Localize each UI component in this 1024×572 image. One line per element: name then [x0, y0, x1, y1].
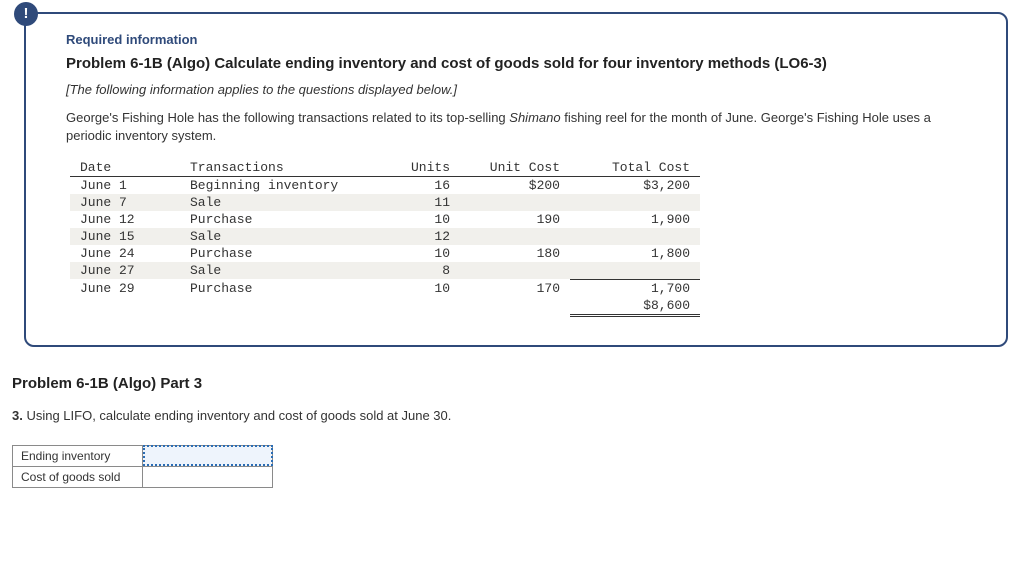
- cell-total-cost: $3,200: [570, 177, 700, 195]
- table-total-row: $8,600: [70, 297, 700, 316]
- cell-total-cost: 1,900: [570, 211, 700, 228]
- cell-txn: Purchase: [180, 279, 380, 297]
- hdr-total-cost: Total Cost: [570, 159, 700, 177]
- required-label: Required information: [66, 32, 976, 47]
- cell-units: 10: [380, 245, 460, 262]
- cell-date: June 1: [70, 177, 180, 195]
- answer-label: Ending inventory: [13, 445, 143, 466]
- cell-units: 10: [380, 211, 460, 228]
- cell-unit-cost: 180: [460, 245, 570, 262]
- answer-input[interactable]: [143, 445, 273, 466]
- hdr-unit-cost: Unit Cost: [460, 159, 570, 177]
- brand-name: Shimano: [509, 110, 560, 125]
- cell-total-cost: [570, 228, 700, 245]
- answer-row: Ending inventory: [13, 445, 273, 466]
- cell-units: 11: [380, 194, 460, 211]
- cell-date: June 24: [70, 245, 180, 262]
- table-header-row: Date Transactions Units Unit Cost Total …: [70, 159, 700, 177]
- cell-total-cost: 1,800: [570, 245, 700, 262]
- table-row: June 1Beginning inventory16$200$3,200: [70, 177, 700, 195]
- cell-unit-cost: [460, 262, 570, 279]
- cell-total-cost: [570, 194, 700, 211]
- table-row: June 15Sale12: [70, 228, 700, 245]
- question-body: Using LIFO, calculate ending inventory a…: [23, 408, 452, 423]
- cell-unit-cost: 170: [460, 279, 570, 297]
- cell-unit-cost: 190: [460, 211, 570, 228]
- cell-date: June 12: [70, 211, 180, 228]
- cell-txn: Purchase: [180, 211, 380, 228]
- cell-units: 8: [380, 262, 460, 279]
- cell-date: June 15: [70, 228, 180, 245]
- cell-unit-cost: [460, 228, 570, 245]
- required-info-box: ! Required information Problem 6-1B (Alg…: [24, 12, 1008, 347]
- cell-grand-total: $8,600: [570, 297, 700, 316]
- problem-title: Problem 6-1B (Algo) Calculate ending inv…: [66, 55, 976, 72]
- hdr-date: Date: [70, 159, 180, 177]
- cell-units: 16: [380, 177, 460, 195]
- hdr-txn: Transactions: [180, 159, 380, 177]
- cell-units: 10: [380, 279, 460, 297]
- table-row: June 29Purchase101701,700: [70, 279, 700, 297]
- question-text: 3. Using LIFO, calculate ending inventor…: [12, 408, 1008, 423]
- cell-total-cost: 1,700: [570, 279, 700, 297]
- cell-unit-cost: [460, 194, 570, 211]
- cell-units: 12: [380, 228, 460, 245]
- answer-row: Cost of goods sold: [13, 466, 273, 487]
- alert-icon: !: [14, 2, 38, 26]
- cell-date: June 27: [70, 262, 180, 279]
- part-heading: Problem 6-1B (Algo) Part 3: [12, 375, 1008, 392]
- table-row: June 12Purchase101901,900: [70, 211, 700, 228]
- cell-txn: Sale: [180, 194, 380, 211]
- answer-label: Cost of goods sold: [13, 466, 143, 487]
- cell-txn: Purchase: [180, 245, 380, 262]
- cell-date: June 7: [70, 194, 180, 211]
- cell-date: June 29: [70, 279, 180, 297]
- table-row: June 24Purchase101801,800: [70, 245, 700, 262]
- question-number: 3.: [12, 408, 23, 423]
- table-row: June 7Sale11: [70, 194, 700, 211]
- cell-txn: Beginning inventory: [180, 177, 380, 195]
- table-row: June 27Sale8: [70, 262, 700, 279]
- answer-table: Ending inventoryCost of goods sold: [12, 445, 273, 488]
- cell-total-cost: [570, 262, 700, 279]
- body-text-a: George's Fishing Hole has the following …: [66, 110, 509, 125]
- cell-txn: Sale: [180, 262, 380, 279]
- cell-txn: Sale: [180, 228, 380, 245]
- hdr-units: Units: [380, 159, 460, 177]
- transactions-table: Date Transactions Units Unit Cost Total …: [70, 159, 700, 317]
- answer-input[interactable]: [143, 466, 273, 487]
- context-note: [The following information applies to th…: [66, 82, 976, 97]
- problem-body: George's Fishing Hole has the following …: [66, 109, 976, 145]
- cell-unit-cost: $200: [460, 177, 570, 195]
